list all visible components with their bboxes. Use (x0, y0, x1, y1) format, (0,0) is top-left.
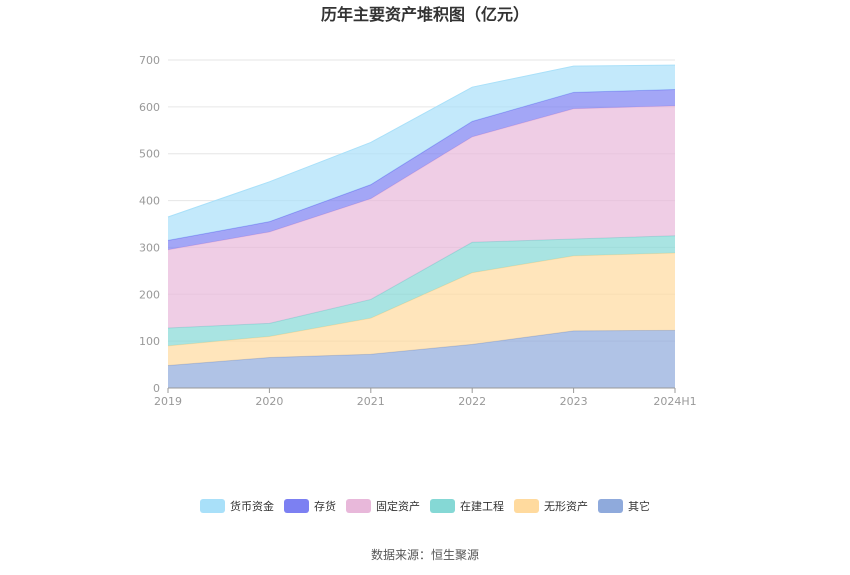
legend-item[interactable]: 在建工程 (430, 499, 504, 513)
y-tick-label: 400 (139, 195, 160, 208)
x-tick-label: 2022 (458, 395, 486, 408)
legend-label: 固定资产 (376, 499, 420, 513)
series-5[interactable] (167, 64, 676, 241)
legend-label: 货币资金 (230, 499, 274, 513)
legend-swatch (200, 499, 225, 513)
y-tick-label: 700 (139, 54, 160, 67)
x-tick-label: 2019 (154, 395, 182, 408)
legend-label: 无形资产 (544, 499, 588, 513)
chart-title: 历年主要资产堆积图（亿元） (321, 5, 529, 24)
legend-label: 其它 (628, 499, 650, 513)
legend-item[interactable]: 固定资产 (346, 499, 420, 513)
y-tick-label: 500 (139, 148, 160, 161)
legend-label: 存货 (314, 499, 336, 513)
y-tick-label: 100 (139, 335, 160, 348)
legend-swatch (514, 499, 539, 513)
legend-swatch (346, 499, 371, 513)
x-tick-label: 2023 (560, 395, 588, 408)
y-tick-label: 300 (139, 241, 160, 254)
legend-swatch (598, 499, 623, 513)
axes: 0 100 200 300 400 500 600 700 2019 2020 2021 2022 20… (139, 54, 697, 408)
y-tick-label: 0 (153, 382, 160, 395)
legend-item[interactable]: 其它 (598, 499, 650, 513)
legend-swatch (430, 499, 455, 513)
area-fill[interactable] (168, 89, 675, 250)
area-series (167, 64, 676, 388)
area-fill[interactable] (168, 65, 675, 241)
legend[interactable]: 货币资金 存货 固定资产 在建工程 无形资产 其它 (200, 499, 650, 513)
x-tick-label: 2020 (255, 395, 283, 408)
data-source: 数据来源：恒生聚源 (371, 547, 479, 562)
x-tick-label: 2021 (357, 395, 385, 408)
legend-item[interactable]: 存货 (284, 499, 336, 513)
legend-swatch (284, 499, 309, 513)
legend-item[interactable]: 货币资金 (200, 499, 274, 513)
legend-item[interactable]: 无形资产 (514, 499, 588, 513)
area-fill[interactable] (168, 330, 675, 388)
x-tick-label: 2024H1 (653, 395, 696, 408)
area-fill[interactable] (168, 235, 675, 346)
area-fill[interactable] (168, 105, 675, 329)
area-edge (167, 64, 676, 218)
legend-label: 在建工程 (460, 499, 504, 513)
y-tick-label: 200 (139, 288, 160, 301)
area-fill[interactable] (168, 253, 675, 366)
y-tick-label: 600 (139, 101, 160, 114)
